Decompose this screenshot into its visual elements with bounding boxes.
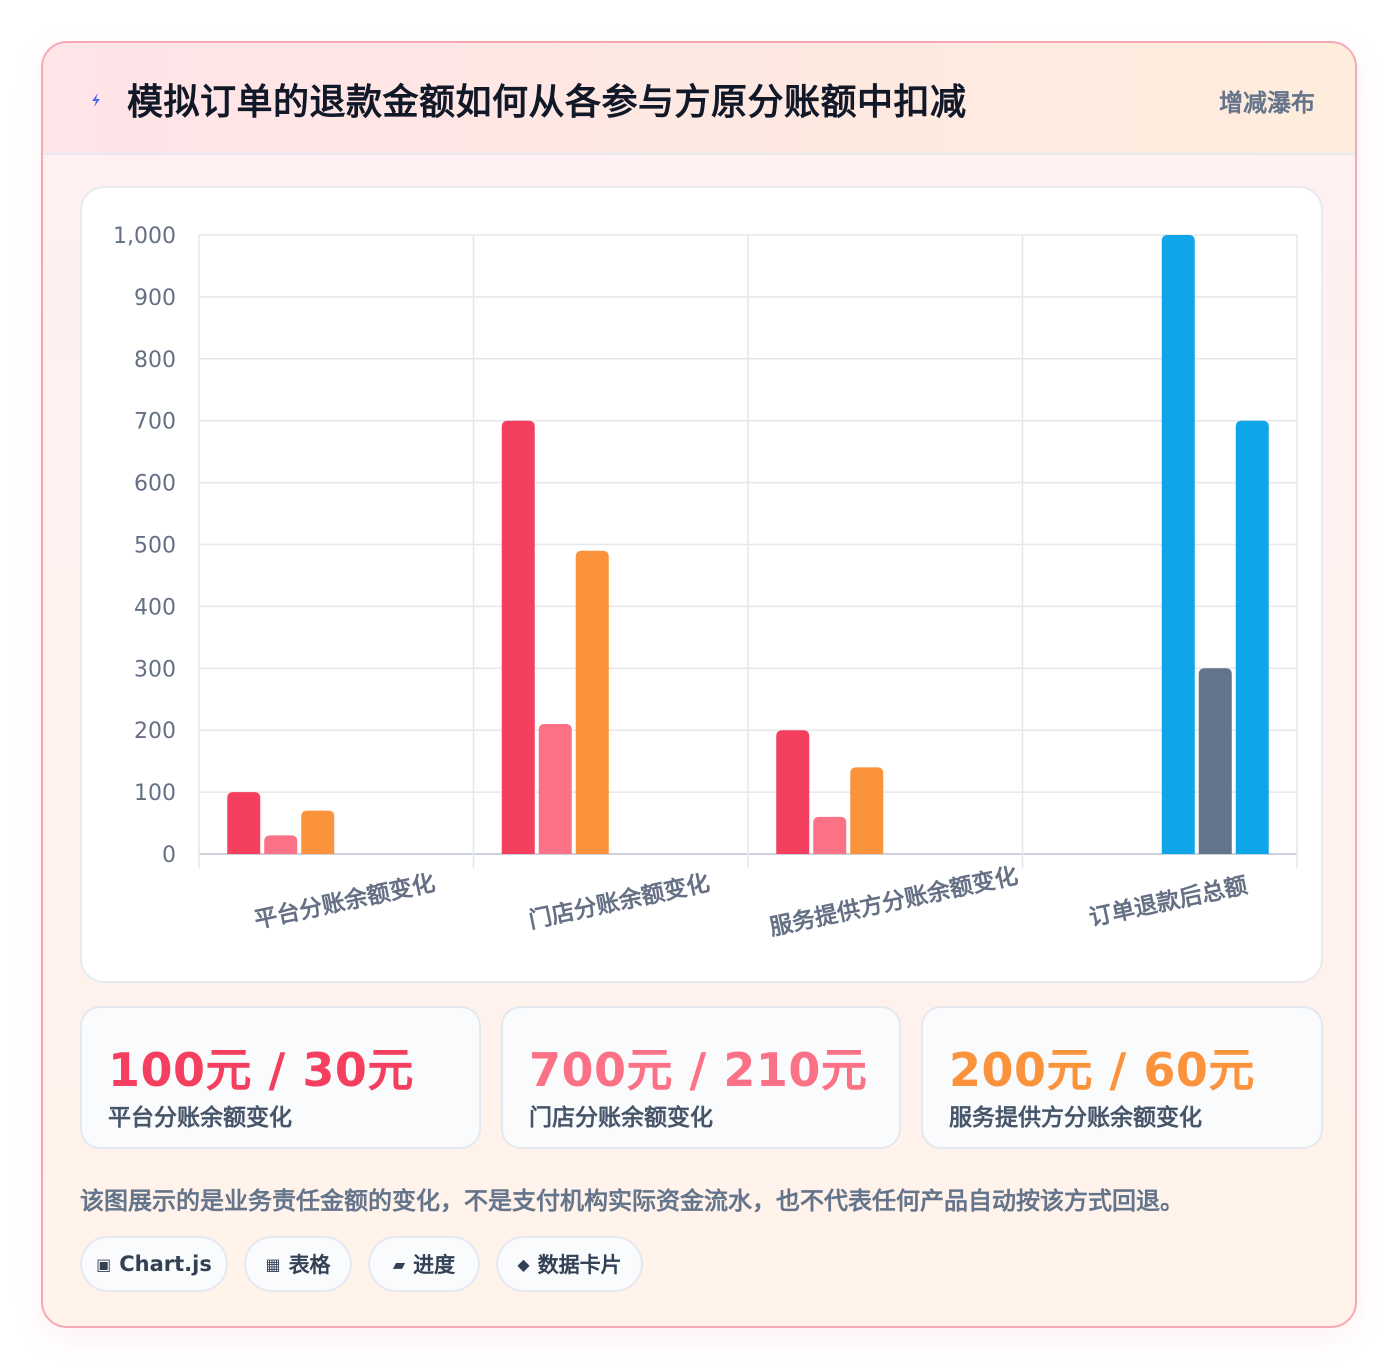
y-tick-label: 0 xyxy=(162,843,176,868)
x-tick-label: 订单退款后总额 xyxy=(1087,872,1250,932)
disclaimer-note: 该图展示的是业务责任金额的变化，不是支付机构实际资金流水，也不代表任何产品自动按… xyxy=(80,1187,1184,1215)
stat-card: 200元 / 60元 服务提供方分账余额变化 xyxy=(921,1006,1323,1149)
chart-title: 模拟订单的退款金额如何从各参与方原分账额中扣减 xyxy=(127,82,967,123)
y-tick-label: 300 xyxy=(134,657,176,682)
tag-label: 表格 xyxy=(288,1253,331,1277)
y-tick-label: 100 xyxy=(134,781,176,806)
chartjs-tag[interactable]: ▣ Chart.js xyxy=(80,1236,228,1292)
bar xyxy=(501,420,535,854)
stat-label: 平台分账余额变化 xyxy=(108,1105,292,1131)
progress-tag[interactable]: ▰ 进度 xyxy=(368,1236,480,1292)
tag-label: 进度 xyxy=(413,1253,456,1277)
table-tag[interactable]: ▦ 表格 xyxy=(244,1236,352,1292)
y-tick-label: 800 xyxy=(134,348,176,373)
bar-chart: 0 100 200 300 400 500 600 700 800 900 1,000 平台分账余额变… xyxy=(113,224,1298,941)
chart-card: 模拟订单的退款金额如何从各参与方原分账额中扣减 增减瀑布 0 100 200 300 4… xyxy=(41,41,1357,1328)
bar xyxy=(575,550,609,854)
bar xyxy=(1198,668,1232,854)
x-tick-label: 服务提供方分账余额变化 xyxy=(767,862,1020,941)
bar xyxy=(813,816,847,854)
data-card-tag[interactable]: ◆ 数据卡片 xyxy=(496,1236,643,1292)
y-tick-label: 500 xyxy=(134,534,176,559)
x-tick-label: 平台分账余额变化 xyxy=(252,869,438,934)
chart-icon: ▣ xyxy=(96,1254,112,1274)
bar xyxy=(227,792,261,854)
table-icon: ▦ xyxy=(265,1254,281,1274)
bar xyxy=(301,810,335,854)
stat-value: 100元 / 30元 xyxy=(108,1043,414,1097)
stat-value: 200元 / 60元 xyxy=(949,1043,1255,1097)
stat-label: 门店分账余额变化 xyxy=(529,1105,713,1131)
stat-label: 服务提供方分账余额变化 xyxy=(949,1105,1202,1131)
tag-label: Chart.js xyxy=(119,1252,212,1276)
tag-label: 数据卡片 xyxy=(537,1253,622,1277)
y-tick-label: 900 xyxy=(134,286,176,311)
y-tick-label: 1,000 xyxy=(113,224,176,249)
y-tick-label: 600 xyxy=(134,472,176,497)
y-tick-label: 400 xyxy=(134,595,176,620)
chart-mode-label: 增减瀑布 xyxy=(1219,89,1315,117)
progress-icon: ▰ xyxy=(392,1254,406,1274)
stat-card: 100元 / 30元 平台分账余额变化 xyxy=(80,1006,481,1149)
card-header: 模拟订单的退款金额如何从各参与方原分账额中扣减 增减瀑布 xyxy=(43,43,1355,155)
bar xyxy=(1161,235,1195,854)
bar xyxy=(1235,420,1269,854)
chart-panel: 0 100 200 300 400 500 600 700 800 900 1,000 平台分账余额变… xyxy=(80,186,1323,983)
y-tick-label: 200 xyxy=(134,719,176,744)
bar xyxy=(850,767,884,854)
bar xyxy=(538,724,572,854)
stat-value: 700元 / 210元 xyxy=(529,1043,868,1097)
data-card-icon: ◆ xyxy=(517,1254,530,1274)
bar xyxy=(264,835,298,854)
x-tick-label: 门店分账余额变化 xyxy=(526,869,712,934)
bar xyxy=(776,730,810,854)
y-tick-label: 700 xyxy=(134,410,176,435)
lightning-icon xyxy=(92,93,100,107)
stat-card: 700元 / 210元 门店分账余额变化 xyxy=(501,1006,901,1149)
